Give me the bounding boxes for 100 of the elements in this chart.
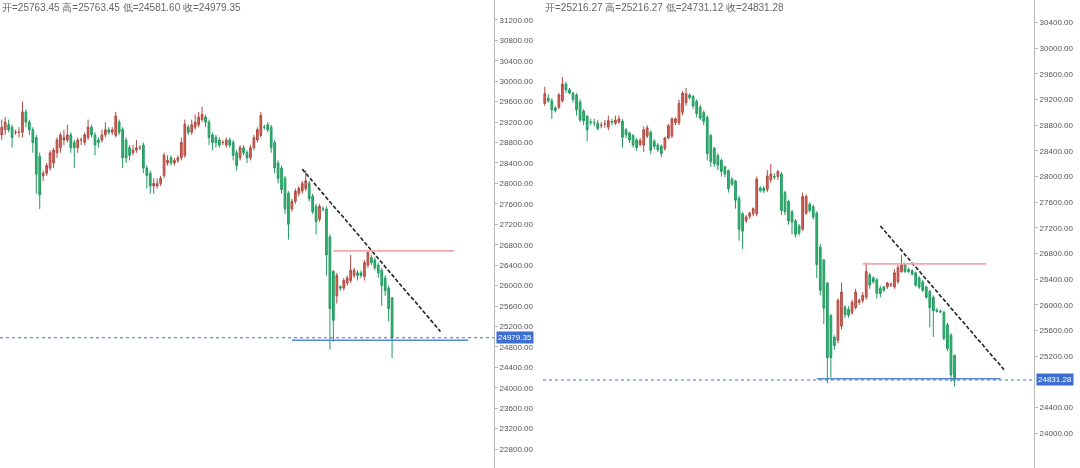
line-series [301, 168, 442, 333]
candlestick [135, 139, 138, 154]
y-tick-label: 28000.00 [499, 179, 534, 189]
candlestick [543, 86, 547, 107]
candlestick [338, 285, 342, 292]
y-tick-label: 30000.00 [499, 77, 534, 87]
y-tick-label: 22800.00 [499, 444, 534, 454]
y-tick-label: 25200.00 [1039, 352, 1074, 362]
candlestick [631, 133, 635, 149]
y-tick-label: 26400.00 [499, 260, 534, 270]
candlestick [342, 277, 346, 292]
candlestick [596, 119, 600, 131]
candlestick [114, 111, 118, 138]
y-tick-label: 26000.00 [499, 281, 534, 291]
candlestick [162, 152, 166, 179]
y-tick-label: 31200.00 [499, 15, 534, 25]
candlestick [801, 192, 804, 232]
candlestick [758, 185, 762, 194]
y-tick-label: 29200.00 [1039, 95, 1074, 105]
y-tick-label: 29200.00 [499, 117, 534, 127]
candlestick [183, 119, 187, 159]
candlestick [218, 136, 221, 149]
candlestick [914, 271, 918, 288]
annotation: 开=25216.27 高=25216.27 低=24731.12 收=24831.28 [545, 2, 784, 13]
y-tick-label: 30400.00 [1039, 18, 1074, 28]
y-tick-label: 24800.00 [499, 342, 534, 352]
candlestick [621, 118, 624, 149]
candlestick [86, 119, 90, 141]
candlestick [59, 131, 62, 154]
candlestick [610, 118, 614, 126]
candlestick [649, 129, 653, 155]
candlestick [107, 126, 111, 136]
candlestick [173, 157, 176, 167]
candlestick [868, 272, 872, 290]
candlestick [864, 262, 868, 301]
candlestick [318, 203, 321, 223]
candlestick [748, 211, 752, 220]
y-tick-label: 28400.00 [499, 158, 534, 168]
candlestick [359, 269, 363, 279]
y-tick-label: 28800.00 [499, 138, 534, 148]
candlestick [224, 136, 228, 149]
ref-line-label: 24979.35 [498, 333, 532, 342]
candlestick [780, 171, 783, 216]
candlestick [550, 97, 554, 120]
candlestick [931, 294, 935, 338]
y-tick-label: 26400.00 [1039, 275, 1074, 285]
candlestick [656, 142, 660, 153]
y-tick-label: 24400.00 [499, 363, 534, 373]
candlestick [48, 149, 52, 172]
y-tick-label: 29600.00 [499, 97, 534, 107]
candlestick [238, 144, 242, 161]
candlestick [3, 116, 7, 136]
candlestick [356, 269, 359, 281]
candlestick [214, 134, 218, 149]
y-tick-label: 25600.00 [499, 301, 534, 311]
annotation: 开=25763.45 高=25763.45 低=24581.60 收=24979.35 [2, 2, 241, 13]
candlestick [76, 136, 80, 154]
candlestick [882, 285, 886, 293]
candlestick [614, 115, 617, 126]
candlestick [380, 267, 384, 307]
candlestick [370, 254, 373, 266]
candlestick [893, 268, 896, 290]
y-tick-label: 30800.00 [499, 36, 534, 46]
candlestick [847, 305, 850, 319]
candlestick [843, 304, 847, 319]
candlestick [66, 124, 69, 144]
candlestick [10, 124, 14, 149]
candlestick [617, 115, 621, 125]
y-tick-label: 24400.00 [1039, 403, 1074, 413]
candlestick [642, 125, 646, 153]
y-tick-label: 23200.00 [499, 424, 534, 434]
y-tick-label: 30400.00 [499, 56, 534, 66]
line-series [879, 225, 1005, 371]
y-tick-label: 26000.00 [1039, 300, 1074, 310]
y-tick-label: 26800.00 [499, 240, 534, 250]
candlestick [755, 176, 759, 217]
candlestick [727, 168, 730, 194]
y-tick-label: 25200.00 [499, 322, 534, 332]
candlestick [148, 170, 152, 195]
candlestick [197, 111, 200, 128]
candlestick [875, 277, 879, 300]
y-tick-label: 23600.00 [499, 404, 534, 414]
candlestick [186, 124, 190, 136]
candlestick [304, 170, 308, 192]
candlestick [635, 137, 638, 152]
y-tick-label: 27600.00 [1039, 198, 1074, 208]
y-tick-label: 28000.00 [1039, 172, 1074, 182]
candlestick [695, 99, 699, 118]
y-tick-label: 28800.00 [1039, 120, 1074, 130]
candlestick [335, 272, 339, 304]
candlestick [138, 144, 142, 151]
candlestick [349, 254, 352, 284]
y-tick-label: 24000.00 [1039, 429, 1074, 439]
candlestick [698, 104, 702, 121]
y-tick-label: 28400.00 [1039, 146, 1074, 156]
candlestick [762, 185, 766, 194]
candlestick [21, 101, 24, 138]
y-tick-label: 29600.00 [1039, 69, 1074, 79]
y-tick-label: 30000.00 [1039, 43, 1074, 53]
candlestick [193, 113, 197, 131]
